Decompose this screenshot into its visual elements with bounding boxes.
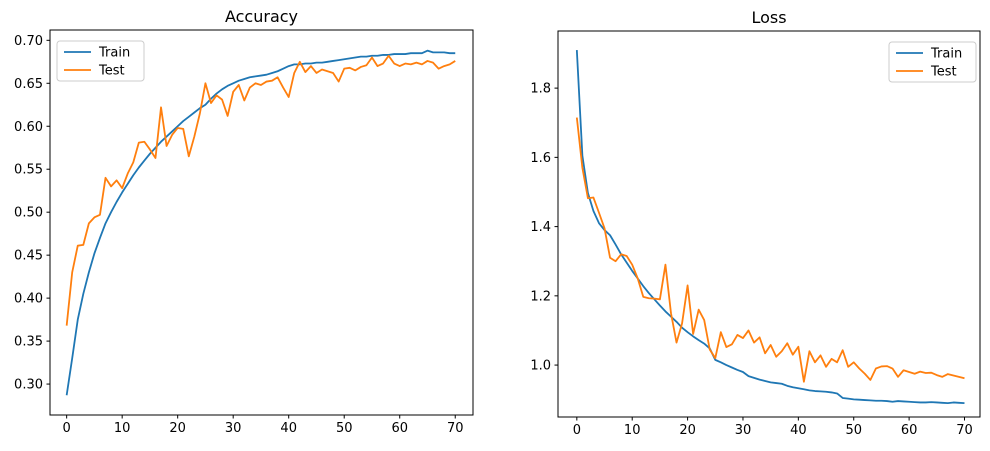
x-tick-label: 30 <box>735 423 752 438</box>
y-tick-label: 0.50 <box>14 206 43 221</box>
y-tick-label: 1.4 <box>530 220 551 235</box>
y-tick-label: 0.55 <box>14 163 43 178</box>
legend-label-test: Test <box>930 65 957 80</box>
x-tick-label: 10 <box>624 423 641 438</box>
x-tick-label: 0 <box>63 421 71 436</box>
loss-chart-title: Loss <box>751 8 786 27</box>
x-tick-label: 0 <box>573 423 581 438</box>
legend-box <box>56 40 145 82</box>
y-tick-label: 1.0 <box>530 359 551 374</box>
accuracy-train-line <box>65 49 456 396</box>
x-tick-label: 20 <box>169 421 186 436</box>
y-tick-label: 0.40 <box>14 292 43 307</box>
legend-label-train: Train <box>930 47 962 62</box>
accuracy-y-axis: 0.30 0.35 0.40 0.45 0.50 0.55 0.60 0.65 0.70 <box>14 34 50 393</box>
x-tick-label: 30 <box>225 421 242 436</box>
y-tick-label: 0.45 <box>14 249 43 264</box>
loss-legend: Train Test <box>888 41 977 83</box>
accuracy-x-axis: 0 10 20 30 40 50 60 70 <box>63 415 464 436</box>
y-tick-label: 1.8 <box>530 82 551 97</box>
accuracy-chart-title: Accuracy <box>225 7 298 26</box>
accuracy-test-line <box>65 54 456 326</box>
loss-x-axis: 0 10 20 30 40 50 60 70 <box>573 417 973 438</box>
y-tick-label: 1.2 <box>530 289 551 304</box>
loss-train-line <box>575 49 965 405</box>
x-tick-label: 70 <box>447 421 464 436</box>
accuracy-legend: Train Test <box>56 40 145 82</box>
y-tick-label: 0.65 <box>14 77 43 92</box>
x-tick-label: 60 <box>901 423 918 438</box>
legend-label-test: Test <box>98 64 125 79</box>
x-tick-label: 40 <box>790 423 807 438</box>
legend-box <box>888 41 977 83</box>
x-tick-label: 70 <box>956 423 973 438</box>
y-tick-label: 1.6 <box>530 151 551 166</box>
x-tick-label: 50 <box>336 421 353 436</box>
accuracy-plot-border <box>49 29 474 416</box>
y-tick-label: 0.60 <box>14 120 43 135</box>
legend-label-train: Train <box>98 46 130 61</box>
loss-test-line <box>575 117 965 383</box>
x-tick-label: 50 <box>845 423 862 438</box>
x-tick-label: 60 <box>391 421 408 436</box>
x-tick-label: 10 <box>114 421 131 436</box>
y-tick-label: 0.70 <box>14 34 43 49</box>
loss-plot-border <box>557 30 981 418</box>
y-tick-label: 0.30 <box>14 378 43 393</box>
y-tick-label: 0.35 <box>14 335 43 350</box>
x-tick-label: 20 <box>679 423 696 438</box>
loss-y-axis: 1.0 1.2 1.4 1.6 1.8 <box>530 82 558 374</box>
x-tick-label: 40 <box>280 421 297 436</box>
